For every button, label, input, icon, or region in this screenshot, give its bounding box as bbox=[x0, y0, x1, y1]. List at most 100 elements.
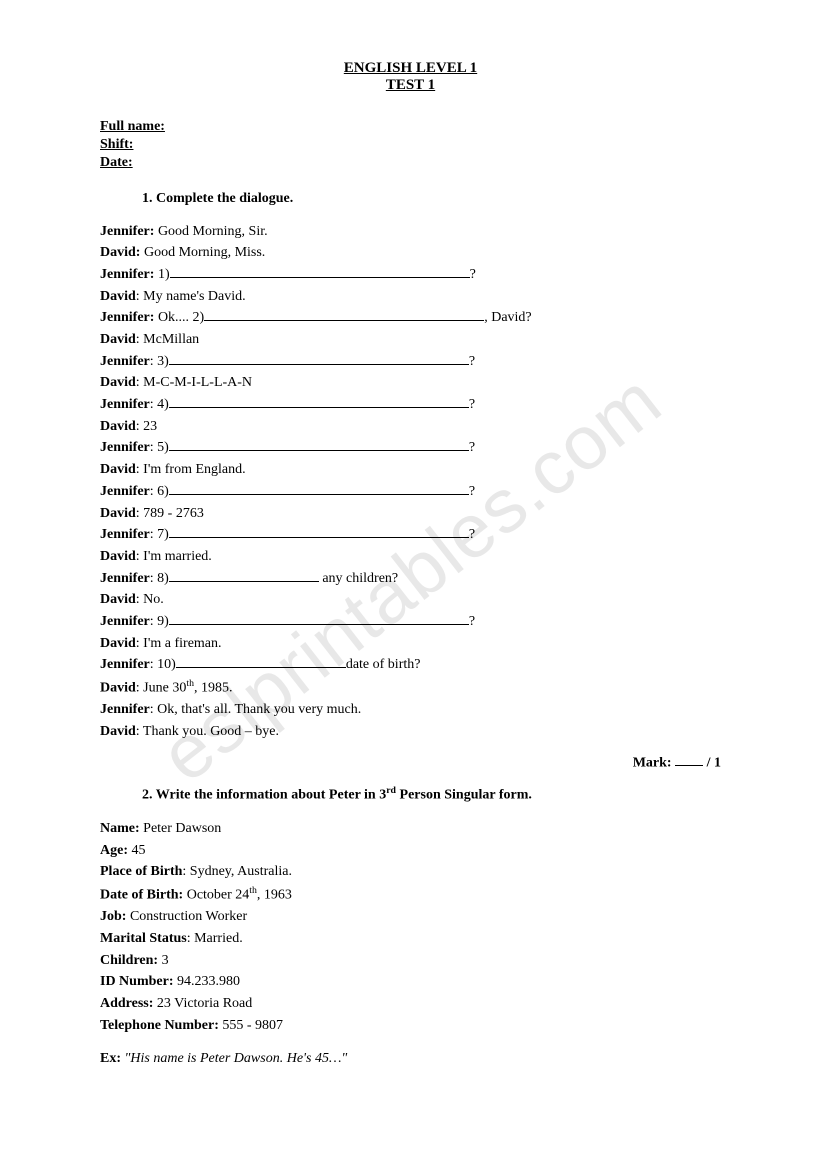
dialogue-blank bbox=[169, 438, 469, 452]
dialogue-speaker: Jennifer bbox=[100, 527, 150, 542]
dialogue-line: Jennifer: 3)? bbox=[100, 351, 721, 373]
page: ENGLISH LEVEL 1 TEST 1 Full name: Shift:… bbox=[0, 0, 821, 1107]
dialogue-line: David: McMillan bbox=[100, 329, 721, 351]
section1-heading: 1. Complete the dialogue. bbox=[142, 191, 721, 207]
dialogue-speaker: Jennifer: bbox=[100, 224, 154, 239]
dialogue-text: 1) bbox=[154, 267, 169, 282]
mark-blank bbox=[675, 753, 703, 767]
info-value: : Sydney, Australia. bbox=[182, 864, 292, 879]
dialogue-line: David: Good Morning, Miss. bbox=[100, 242, 721, 264]
example-line: Ex: "His name is Peter Dawson. He's 45…" bbox=[100, 1051, 721, 1067]
dialogue-text: : I'm a fireman. bbox=[136, 636, 222, 651]
dialogue-text: : My name's David. bbox=[136, 289, 246, 304]
info-block: Name: Peter Dawson Age: 45 Place of Birth:… bbox=[100, 818, 721, 1037]
dialogue-blank bbox=[169, 525, 469, 539]
dialogue-speaker: Jennifer: bbox=[100, 310, 154, 325]
info-line: Job: Construction Worker bbox=[100, 906, 721, 928]
dialogue-line: David: 23 bbox=[100, 416, 721, 438]
dialogue-line: Jennifer: 5)? bbox=[100, 437, 721, 459]
dialogue-blank bbox=[169, 568, 319, 582]
dialogue-text: : 4) bbox=[150, 397, 169, 412]
info-label: Age: bbox=[100, 843, 128, 858]
dialogue-line: David: June 30th, 1985. bbox=[100, 676, 721, 699]
dialogue-text: : Ok, that's all. Thank you very much. bbox=[150, 702, 361, 717]
document-title: ENGLISH LEVEL 1 TEST 1 bbox=[100, 60, 721, 94]
dialogue-after: ? bbox=[469, 440, 475, 455]
info-after-sup: , 1963 bbox=[257, 888, 292, 903]
dialogue-line: David: I'm married. bbox=[100, 546, 721, 568]
dialogue-blank bbox=[169, 394, 469, 408]
dialogue-sup: th bbox=[186, 678, 194, 689]
dialogue-text: : June 30 bbox=[136, 681, 187, 696]
info-value: : Married. bbox=[187, 931, 243, 946]
mark-line: Mark: / 1 bbox=[100, 753, 721, 772]
dialogue-text: : McMillan bbox=[136, 332, 199, 347]
dialogue-text: : Thank you. Good – bye. bbox=[136, 724, 279, 739]
dialogue-speaker: Jennifer bbox=[100, 484, 150, 499]
field-fullname: Full name: bbox=[100, 118, 721, 136]
dialogue-text: : 8) bbox=[150, 571, 169, 586]
dialogue-speaker: Jennifer bbox=[100, 354, 150, 369]
dialogue-speaker: Jennifer bbox=[100, 397, 150, 412]
dialogue-speaker: David bbox=[100, 549, 136, 564]
dialogue-speaker: Jennifer bbox=[100, 571, 150, 586]
dialogue-after: ? bbox=[469, 354, 475, 369]
info-value: 45 bbox=[128, 843, 146, 858]
dialogue-text: Good Morning, Miss. bbox=[140, 245, 265, 260]
dialogue-text: : 23 bbox=[136, 419, 157, 434]
title-line-2: TEST 1 bbox=[100, 77, 721, 94]
section2-heading-prefix: 2. Write the information about Peter in … bbox=[142, 788, 386, 803]
info-label: Address: bbox=[100, 996, 153, 1011]
header-fields: Full name: Shift: Date: bbox=[100, 118, 721, 173]
info-value: 94.233.980 bbox=[174, 974, 241, 989]
dialogue-after: ? bbox=[470, 267, 476, 282]
info-line: Place of Birth: Sydney, Australia. bbox=[100, 861, 721, 883]
mark-after: / 1 bbox=[703, 755, 721, 770]
info-value: 3 bbox=[158, 953, 169, 968]
field-date: Date: bbox=[100, 154, 721, 172]
example-text: "His name is Peter Dawson. He's 45…" bbox=[125, 1051, 348, 1066]
title-line-1: ENGLISH LEVEL 1 bbox=[100, 60, 721, 77]
dialogue-line: David: No. bbox=[100, 589, 721, 611]
dialogue-speaker: David bbox=[100, 332, 136, 347]
dialogue-blank bbox=[169, 611, 469, 625]
info-label: Marital Status bbox=[100, 931, 187, 946]
dialogue-speaker: Jennifer bbox=[100, 440, 150, 455]
info-label: Place of Birth bbox=[100, 864, 182, 879]
dialogue-text: : I'm married. bbox=[136, 549, 212, 564]
dialogue-block: Jennifer: Good Morning, Sir.David: Good … bbox=[100, 221, 721, 743]
dialogue-line: David: My name's David. bbox=[100, 286, 721, 308]
info-label: Name: bbox=[100, 821, 140, 836]
info-line: Children: 3 bbox=[100, 950, 721, 972]
dialogue-text: : M-C-M-I-L-L-A-N bbox=[136, 375, 252, 390]
dialogue-text: : 3) bbox=[150, 354, 169, 369]
dialogue-line: Jennifer: 7)? bbox=[100, 524, 721, 546]
dialogue-line: Jennifer: 6)? bbox=[100, 481, 721, 503]
dialogue-speaker: Jennifer bbox=[100, 702, 150, 717]
dialogue-speaker: Jennifer bbox=[100, 614, 150, 629]
dialogue-speaker: David bbox=[100, 636, 136, 651]
dialogue-blank bbox=[176, 655, 346, 669]
info-label: ID Number: bbox=[100, 974, 174, 989]
dialogue-after: ? bbox=[469, 614, 475, 629]
dialogue-text: : 10) bbox=[150, 657, 176, 672]
dialogue-after-sup: , 1985. bbox=[194, 681, 233, 696]
info-line: Address: 23 Victoria Road bbox=[100, 993, 721, 1015]
info-value: 23 Victoria Road bbox=[153, 996, 252, 1011]
dialogue-after: ? bbox=[469, 527, 475, 542]
dialogue-line: David: I'm from England. bbox=[100, 459, 721, 481]
dialogue-text: : 6) bbox=[150, 484, 169, 499]
field-shift: Shift: bbox=[100, 136, 721, 154]
dialogue-line: Jennifer: Good Morning, Sir. bbox=[100, 221, 721, 243]
info-value: Peter Dawson bbox=[140, 821, 222, 836]
info-line: Date of Birth: October 24th, 1963 bbox=[100, 883, 721, 906]
section2-heading-suffix: Person Singular form. bbox=[396, 788, 532, 803]
example-label: Ex: bbox=[100, 1051, 125, 1066]
dialogue-blank bbox=[169, 481, 469, 495]
dialogue-line: David: I'm a fireman. bbox=[100, 633, 721, 655]
dialogue-after: ? bbox=[469, 484, 475, 499]
dialogue-speaker: Jennifer: bbox=[100, 267, 154, 282]
info-label: Date of Birth: bbox=[100, 888, 183, 903]
info-label: Children: bbox=[100, 953, 158, 968]
dialogue-after: , David? bbox=[484, 310, 531, 325]
